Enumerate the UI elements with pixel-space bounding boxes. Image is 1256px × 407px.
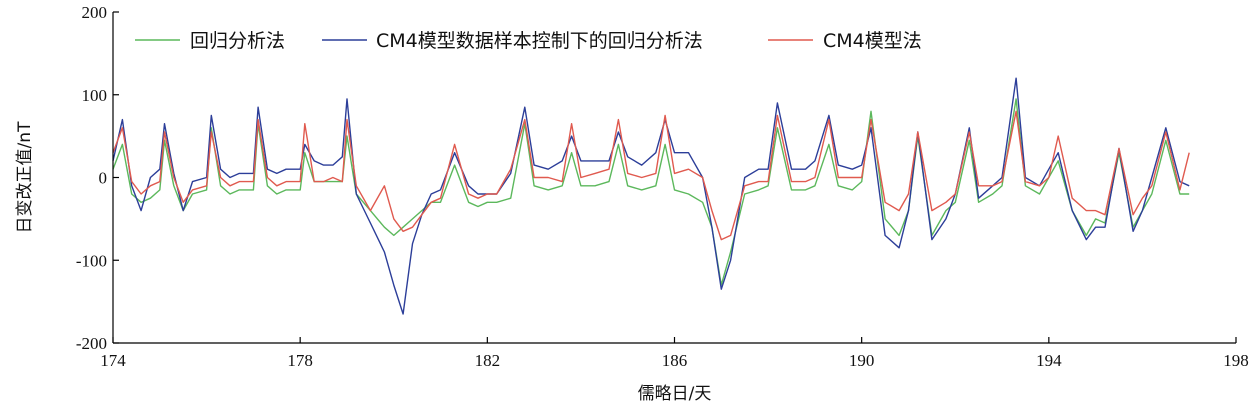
legend: 回归分析法 CM4模型数据样本控制下的回归分析法 CM4模型法: [135, 30, 922, 52]
x-tick-label: 182: [475, 351, 501, 370]
axes: -200 -100 0 100 200 174 178 182 186 190 194 198: [76, 3, 1249, 370]
legend-label-2: CM4模型数据样本控制下的回归分析法: [376, 30, 703, 52]
y-tick-label: -200: [76, 334, 107, 353]
y-tick-label: -100: [76, 251, 107, 270]
series-line-2: [112, 77, 1190, 315]
y-axis-title: 日变改正值/nT: [15, 121, 35, 234]
series-line-1: [112, 98, 1190, 286]
x-axis-title: 儒略日/天: [638, 384, 712, 404]
y-tick-label: 200: [82, 3, 108, 22]
x-tick-label: 178: [287, 351, 313, 370]
x-tick-label: 190: [849, 351, 875, 370]
legend-label-1: 回归分析法: [190, 30, 285, 52]
x-tick-label: 198: [1223, 351, 1249, 370]
series-line-3: [112, 110, 1190, 241]
x-tick-label: 174: [100, 351, 126, 370]
x-tick-label: 194: [1036, 351, 1062, 370]
plot-area: [112, 77, 1190, 315]
y-tick-label: 100: [82, 86, 108, 105]
x-tick-label: 186: [662, 351, 688, 370]
y-tick-label: 0: [99, 169, 108, 188]
legend-label-3: CM4模型法: [823, 30, 922, 52]
